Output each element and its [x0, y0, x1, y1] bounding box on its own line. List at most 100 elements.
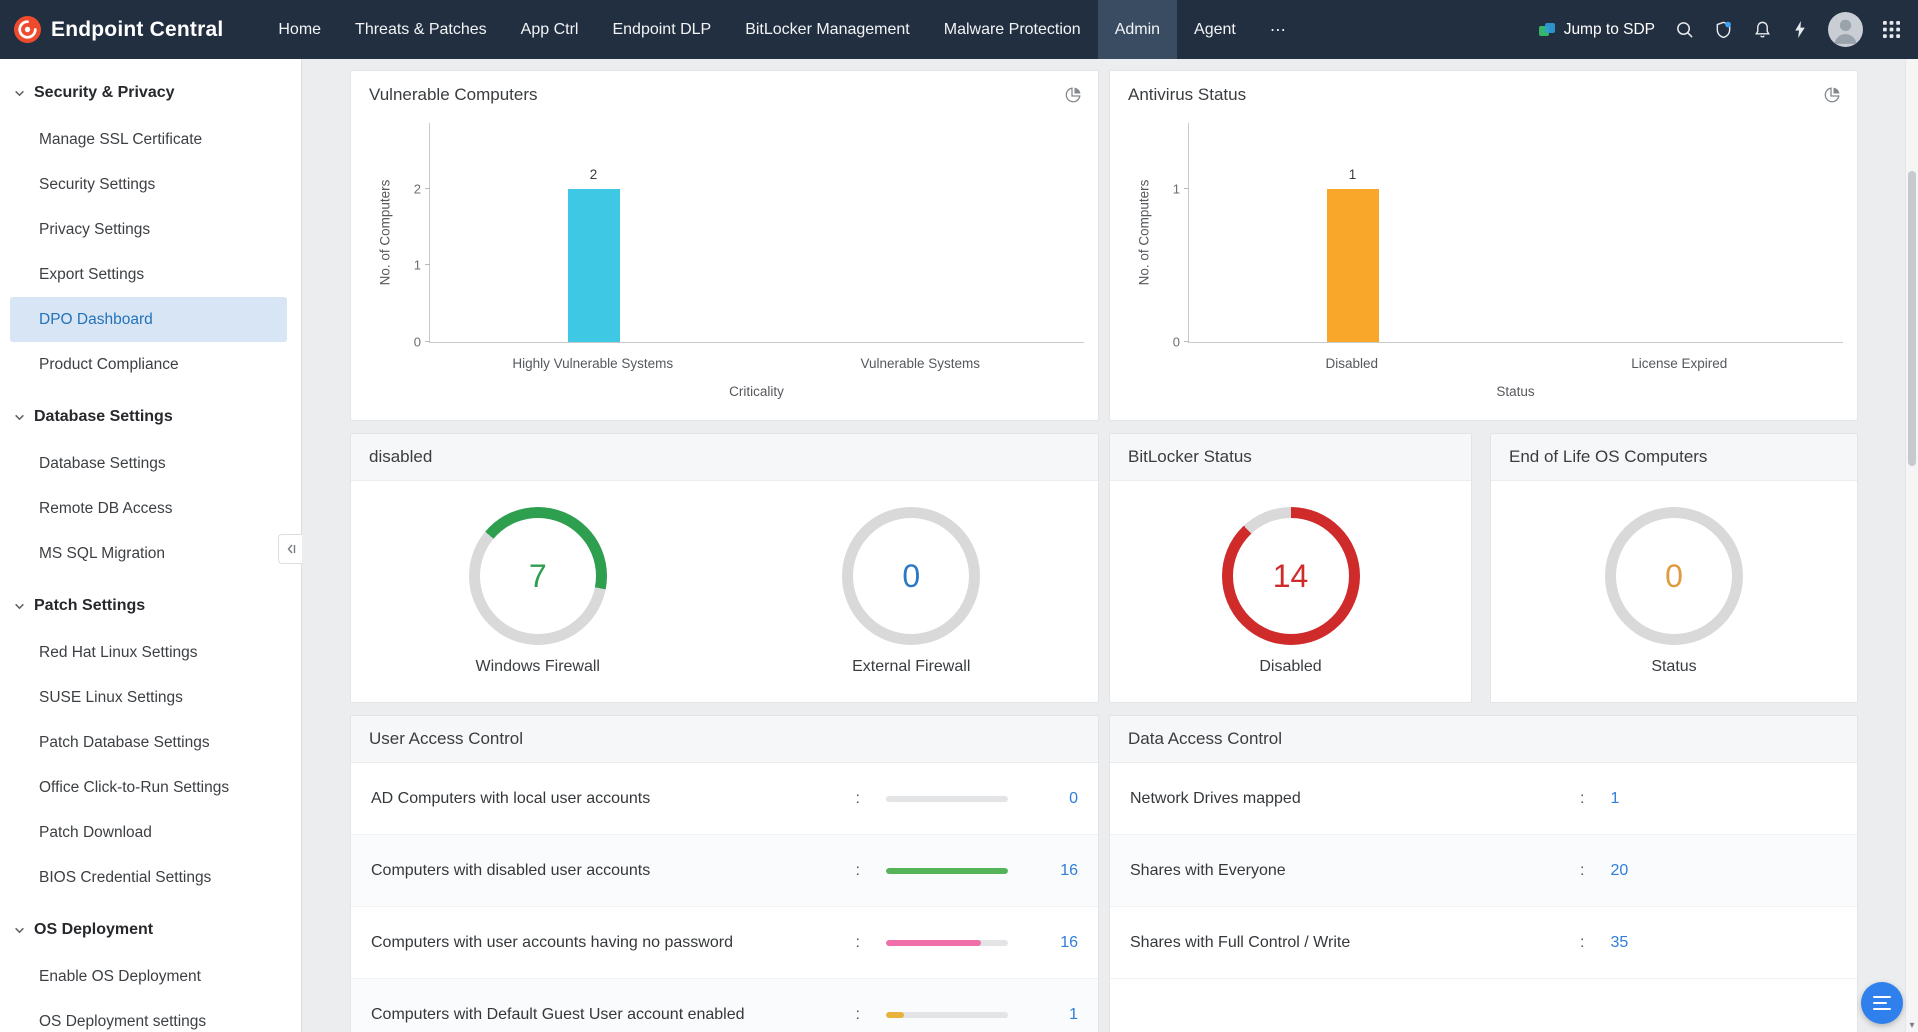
gauge-value[interactable]: 14 [1232, 518, 1349, 634]
apps-grid-icon[interactable] [1883, 21, 1900, 38]
sidebar-section-title: Database Settings [34, 408, 173, 425]
sidebar-item-manage-ssl-certificate[interactable]: Manage SSL Certificate [39, 131, 203, 148]
chevron-down-icon [14, 412, 25, 423]
chart-bar[interactable] [1326, 188, 1379, 342]
antivirus-status-bar-chart: No. of Computers 0 1 1 Disabled License Expir… [1110, 105, 1857, 405]
nav-item-malware-protection[interactable]: Malware Protection [943, 20, 1081, 38]
sidebar-section-patch-settings[interactable]: Patch Settings [0, 582, 301, 630]
y-tick-mark [1184, 187, 1189, 189]
sidebar-section-security-privacy[interactable]: Security & Privacy [0, 69, 301, 117]
nav-item-home[interactable]: Home [278, 20, 322, 38]
stat-colon: : [855, 1005, 860, 1023]
sidebar-item-dpo-dashboard[interactable]: DPO Dashboard [10, 297, 287, 342]
chart-bar[interactable] [567, 188, 620, 342]
jump-to-sdp-link[interactable]: Jump to SDP [1538, 21, 1655, 39]
stat-row: Computers with user accounts having no p… [351, 907, 1098, 979]
sidebar-item-ms-sql-migration[interactable]: MS SQL Migration [39, 545, 166, 562]
sidebar-item-office-click-to-run-settings[interactable]: Office Click-to-Run Settings [39, 779, 230, 796]
nav-item-more[interactable]: ⋯ [1269, 21, 1286, 39]
sidebar-item-patch-download[interactable]: Patch Download [39, 824, 152, 841]
gauge: 7 Windows Firewall [468, 507, 607, 676]
gauge-ring: 0 [842, 507, 981, 645]
user-access-control-rows: AD Computers with local user accounts : … [351, 763, 1098, 1032]
gauge-value[interactable]: 0 [1616, 518, 1732, 634]
stat-row: Network Drives mapped : 1 [1110, 763, 1857, 835]
stat-row: Computers with Default Guest User accoun… [351, 979, 1098, 1032]
stat-value-link[interactable]: 16 [1060, 861, 1078, 879]
gauge: 14 Disabled [1221, 507, 1360, 676]
sidebar-collapse-icon[interactable] [278, 534, 302, 564]
gauge-ring: 7 [468, 507, 607, 645]
stat-value-link[interactable]: 35 [1610, 933, 1629, 951]
stat-value-link[interactable]: 16 [1060, 933, 1078, 951]
card-header: End of Life OS Computers [1491, 434, 1857, 481]
y-axis-title: No. of Computers [1136, 179, 1152, 286]
gauge-label: Disabled [1259, 658, 1322, 675]
nav-item-admin[interactable]: Admin [1097, 0, 1178, 59]
shield-icon[interactable] [1714, 20, 1733, 39]
sidebar-item-suse-linux-settings[interactable]: SUSE Linux Settings [39, 689, 183, 706]
sidebar-item-red-hat-linux-settings[interactable]: Red Hat Linux Settings [39, 644, 198, 661]
gauge-label: Status [1651, 658, 1697, 675]
stat-row: Shares with Everyone : 20 [1110, 835, 1857, 907]
stat-colon: : [1580, 933, 1585, 951]
stat-value-link[interactable]: 0 [1069, 789, 1078, 807]
stat-value-link[interactable]: 1 [1610, 789, 1620, 807]
sdp-icon [1538, 21, 1556, 39]
gauge-ring: 14 [1221, 507, 1360, 645]
vulnerable-computers-bar-chart: No. of Computers 0 1 2 2 Highly Vulnerable Sy… [351, 105, 1098, 405]
x-category-label: License Expired [1631, 356, 1728, 371]
firewall-gauges: 7 Windows Firewall 0 External Firewall [351, 481, 1098, 702]
sidebar-section-os-deployment[interactable]: OS Deployment [0, 906, 301, 954]
stat-label: Shares with Everyone [1130, 861, 1286, 879]
card-firewall-disabled: disabled 7 Windows Firewall 0 External F… [350, 433, 1099, 703]
row2-right-cards: BitLocker Status 14 Disabled End of Life… [1109, 433, 1858, 703]
scrollbar-down-arrow-icon[interactable]: ▾ [1909, 1020, 1915, 1031]
y-tick-mark [425, 264, 430, 266]
avatar[interactable] [1828, 12, 1863, 47]
stat-colon: : [855, 861, 860, 879]
pie-chart-toggle-icon[interactable] [1823, 86, 1841, 104]
sidebar-item-patch-database-settings[interactable]: Patch Database Settings [39, 734, 210, 751]
gauge-value[interactable]: 0 [853, 518, 970, 634]
nav-item-threats-patches[interactable]: Threats & Patches [355, 20, 487, 38]
chevron-down-icon [14, 925, 25, 936]
nav-item-endpoint-dlp[interactable]: Endpoint DLP [612, 20, 712, 38]
bell-icon[interactable] [1753, 20, 1772, 39]
x-category-label: Highly Vulnerable Systems [512, 356, 674, 371]
x-category-label: Disabled [1325, 356, 1379, 371]
vertical-scrollbar[interactable]: ▾ [1905, 59, 1918, 1032]
chevron-down-icon [14, 88, 25, 99]
sidebar-item-remote-db-access[interactable]: Remote DB Access [39, 500, 173, 517]
sidebar-item-database-settings[interactable]: Database Settings [39, 455, 166, 472]
stat-progress-bar [886, 1011, 1008, 1018]
nav-item-bitlocker-management[interactable]: BitLocker Management [745, 20, 910, 38]
flash-icon[interactable] [1792, 20, 1808, 39]
nav-item-agent[interactable]: Agent [1194, 20, 1236, 38]
x-axis-title: Status [1496, 384, 1535, 399]
sidebar-section-database-settings[interactable]: Database Settings [0, 393, 301, 441]
bar-value-label: 1 [1348, 166, 1357, 182]
stat-label: AD Computers with local user accounts [371, 789, 651, 807]
gauge-label: External Firewall [852, 658, 971, 675]
card-end-of-life-os: End of Life OS Computers 0 Status [1490, 433, 1858, 703]
sidebar-item-export-settings[interactable]: Export Settings [39, 266, 145, 283]
search-icon[interactable] [1675, 20, 1694, 39]
sidebar-item-os-deployment-settings[interactable]: OS Deployment settings [39, 1013, 207, 1030]
pie-chart-toggle-icon[interactable] [1064, 86, 1082, 104]
stat-value-link[interactable]: 1 [1069, 1005, 1078, 1023]
sidebar-item-privacy-settings[interactable]: Privacy Settings [39, 221, 151, 238]
chart-plot-area: 0 1 1 [1173, 123, 1843, 349]
stat-colon: : [855, 789, 860, 807]
sidebar-item-product-compliance[interactable]: Product Compliance [39, 356, 179, 373]
sidebar-item-enable-os-deployment[interactable]: Enable OS Deployment [39, 968, 201, 985]
sidebar-item-security-settings[interactable]: Security Settings [39, 176, 156, 193]
gauge-value[interactable]: 7 [479, 518, 596, 634]
x-category-labels: Highly Vulnerable Systems Vulnerable Syst… [429, 356, 1084, 371]
quick-actions-fab[interactable] [1861, 982, 1903, 1024]
nav-item-app-ctrl[interactable]: App Ctrl [520, 20, 579, 38]
scrollbar-thumb[interactable] [1908, 171, 1916, 466]
sidebar-item-bios-credential-settings[interactable]: BIOS Credential Settings [39, 869, 212, 886]
stat-value-link[interactable]: 20 [1610, 861, 1629, 879]
stat-label: Network Drives mapped [1130, 789, 1301, 807]
